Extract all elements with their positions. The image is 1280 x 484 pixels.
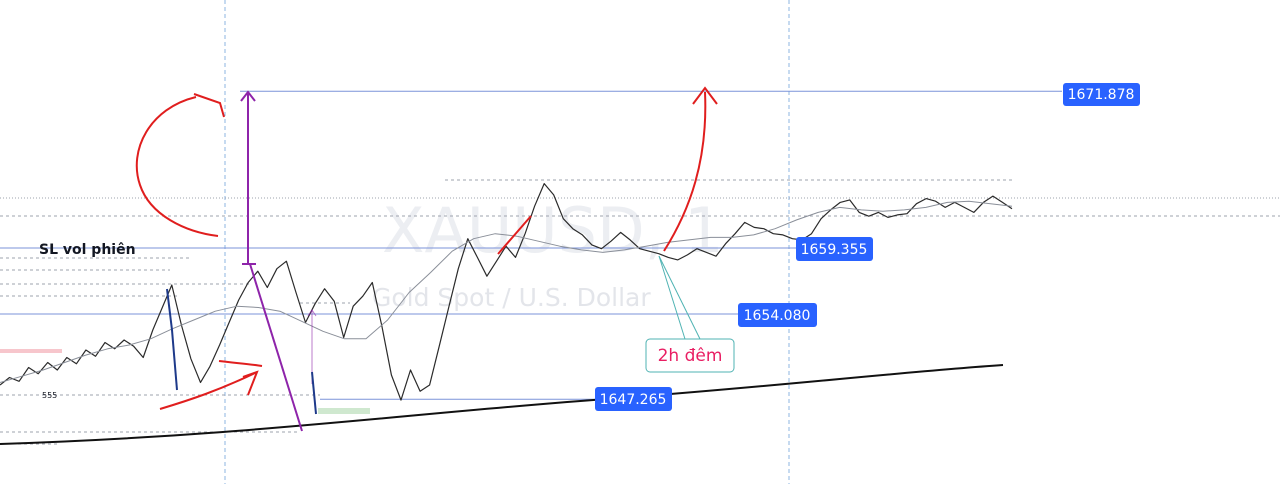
price-tag-lower[interactable]: 1647.265 bbox=[595, 387, 672, 411]
price-tag-mid-bg bbox=[738, 303, 817, 327]
trendline[interactable] bbox=[0, 364, 1004, 445]
measure-small-arrowhead bbox=[307, 309, 317, 317]
time-callout[interactable]: 2h đêm bbox=[645, 255, 735, 373]
red-arrow-low-head bbox=[242, 370, 259, 396]
callout-pointer-1 bbox=[658, 255, 701, 340]
measure-diagonal bbox=[249, 263, 303, 432]
horizontal-levels bbox=[0, 90, 1280, 445]
symbol-watermark: XAUUSD, 1 Gold Spot / U.S. Dollar bbox=[372, 194, 724, 312]
price-tag-lower-bg bbox=[595, 387, 672, 411]
red-curve-left bbox=[135, 96, 219, 237]
navy-swings bbox=[166, 288, 317, 415]
watermark-symbol: XAUUSD, 1 bbox=[382, 194, 724, 267]
green-zone bbox=[318, 408, 370, 414]
callout-text: 2h đêm bbox=[658, 346, 723, 366]
red-curve-left-tip bbox=[193, 93, 225, 118]
price-tag-mid[interactable]: 1654.080 bbox=[738, 303, 817, 327]
session-dividers bbox=[224, 0, 790, 484]
sl-note: SL vol phiên bbox=[39, 242, 136, 258]
price-tag-target-bg bbox=[1063, 83, 1140, 106]
watermark-description: Gold Spot / U.S. Dollar bbox=[372, 283, 651, 312]
price-tag-upper-text: 1659.355 bbox=[801, 242, 868, 258]
small-count-label: 555 bbox=[42, 391, 57, 400]
callout-box bbox=[645, 338, 735, 373]
price-tag-upper[interactable]: 1659.355 bbox=[796, 237, 873, 261]
red-arrow-low bbox=[159, 371, 258, 410]
navy-swing-2 bbox=[311, 371, 317, 415]
price-tag-target-text: 1671.878 bbox=[1068, 87, 1135, 103]
navy-swing-1 bbox=[166, 288, 178, 391]
callout-pointer-2 bbox=[658, 255, 686, 340]
price-tag-lower-text: 1647.265 bbox=[600, 392, 667, 408]
pink-zone bbox=[0, 349, 62, 353]
red-annotations bbox=[135, 86, 718, 410]
red-slash bbox=[497, 215, 532, 255]
purple-measure[interactable] bbox=[240, 90, 317, 432]
price-tag-mid-text: 1654.080 bbox=[744, 308, 811, 324]
red-up-arrowhead bbox=[692, 86, 718, 105]
red-up-curve bbox=[663, 91, 707, 252]
price-tag-upper-bg bbox=[796, 237, 873, 261]
price-tag-target[interactable]: 1671.878 bbox=[1063, 83, 1140, 106]
red-arrow-mid bbox=[218, 360, 263, 367]
moving-average-line bbox=[0, 200, 1013, 383]
measure-arrowhead bbox=[240, 90, 256, 102]
